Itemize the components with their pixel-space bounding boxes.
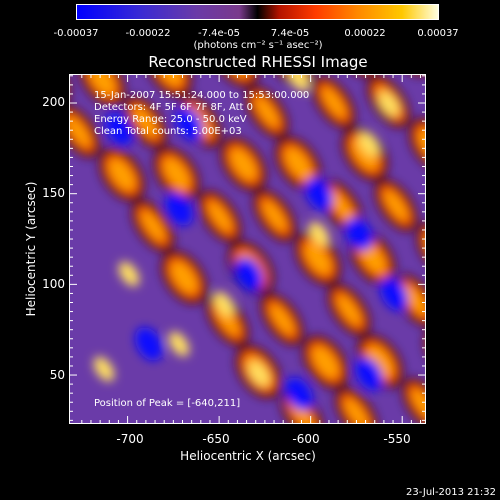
timestamp-footer: 23-Jul-2013 21:32 xyxy=(405,487,496,498)
emission-blob xyxy=(235,257,263,291)
emission-blob xyxy=(89,74,115,96)
emission-blob xyxy=(404,285,426,316)
x-tick-label: -650 xyxy=(202,432,230,446)
emission-pattern xyxy=(69,74,426,424)
emission-blob xyxy=(312,346,339,378)
emission-blob xyxy=(337,294,361,326)
emission-blob xyxy=(135,327,163,361)
emission-blob xyxy=(175,107,203,141)
emission-blob xyxy=(285,377,313,411)
emission-blob xyxy=(345,217,373,251)
colorbar-tick: 0.00037 xyxy=(417,28,459,39)
emission-blob xyxy=(156,74,182,86)
peak-position-text: Position of Peak = [-640,211] xyxy=(94,398,241,409)
energy-range-text: Energy Range: 25.0 - 50.0 keV xyxy=(94,114,247,125)
emission-blob xyxy=(109,158,135,191)
emission-blob xyxy=(105,112,133,146)
x-axis-label: Heliocentric X (arcsec) xyxy=(180,449,316,463)
colorbar-tick: -7.4e-05 xyxy=(198,28,240,39)
y-tick-label: 50 xyxy=(49,368,65,382)
emission-blob xyxy=(171,261,197,294)
image-plot xyxy=(69,74,426,424)
emission-blob xyxy=(305,177,333,211)
axis-ticks xyxy=(69,74,426,424)
emission-blob xyxy=(330,191,353,222)
emission-blob xyxy=(345,398,368,424)
x-tick-label: -600 xyxy=(292,432,320,446)
emission-blob xyxy=(165,192,193,226)
emission-blob xyxy=(308,221,330,247)
emission-blob xyxy=(141,210,165,242)
y-axis-label: Heliocentric Y (arcsec) xyxy=(24,181,38,317)
emission-blob xyxy=(230,148,257,180)
emission-blob xyxy=(384,190,408,221)
x-tick-label: -700 xyxy=(116,432,144,446)
emission-blob xyxy=(367,345,393,378)
colorbar-tick: -0.00037 xyxy=(53,28,99,39)
emission-blob xyxy=(255,96,279,128)
emission-blob xyxy=(93,356,115,382)
emission-blob xyxy=(285,147,311,180)
colorbar-tick: 0.00022 xyxy=(344,28,386,39)
emission-blob xyxy=(380,277,408,311)
emission-blob xyxy=(352,138,378,170)
colorbar-tick: -0.00022 xyxy=(125,28,171,39)
image-title: Reconstructed RHESSI Image xyxy=(148,53,368,71)
detectors-text: Detectors: 4F 5F 6F 7F 8F, Att 0 xyxy=(94,102,254,113)
emission-blob xyxy=(208,201,232,232)
emission-blob xyxy=(270,304,294,335)
colorbar-tick: 7.4e-05 xyxy=(270,28,310,39)
emission-blob xyxy=(355,357,383,391)
plot-frame xyxy=(69,74,426,424)
emission-blob xyxy=(248,361,270,387)
emission-blob xyxy=(118,261,140,287)
x-tick-label: -550 xyxy=(383,432,411,446)
emission-blob xyxy=(288,74,310,92)
emission-blob xyxy=(358,131,380,157)
y-tick-label: 150 xyxy=(42,186,65,200)
emission-blob xyxy=(263,200,286,231)
emission-blob xyxy=(213,291,235,317)
emission-blob xyxy=(163,158,190,190)
emission-blob xyxy=(412,389,426,420)
emission-blob xyxy=(322,87,346,118)
emission-blob xyxy=(305,242,331,275)
emission-blob xyxy=(69,116,90,147)
y-tick-label: 200 xyxy=(42,95,65,109)
time-range-text: 15-Jan-2007 15:51:24.000 to 15:53:00.000 xyxy=(94,90,310,101)
emission-blob xyxy=(168,331,190,357)
colorbar-unit: (photons cm⁻² s⁻¹ asec⁻²) xyxy=(193,40,323,51)
emission-blob xyxy=(378,91,400,117)
emission-blob xyxy=(134,107,157,138)
y-tick-label: 100 xyxy=(42,277,65,291)
colorbar xyxy=(76,4,439,20)
clean-counts-text: Clean Total counts: 5.00E+03 xyxy=(94,126,242,137)
